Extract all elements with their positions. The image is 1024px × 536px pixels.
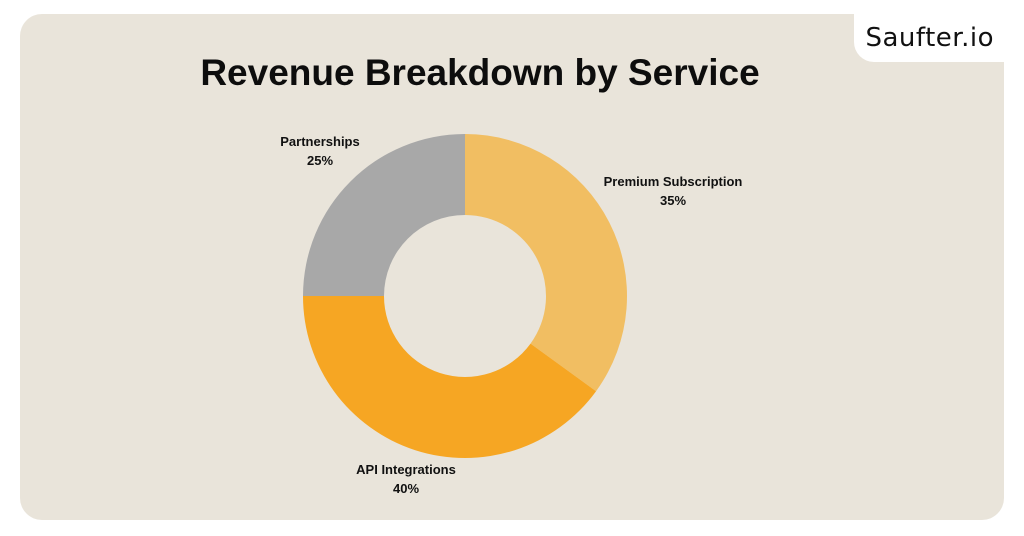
logo-tab: Saufter.io [854,14,1004,62]
slice-value-label: 35% [660,193,686,208]
slice-api-integrations [303,296,597,458]
slice-partnerships [303,134,465,296]
donut-slices [303,134,627,458]
slice-category-label: Partnerships [280,134,359,149]
slice-category-label: Premium Subscription [604,174,743,189]
chart-title: Revenue Breakdown by Service [200,52,760,93]
slice-value-label: 25% [307,153,333,168]
slice-value-label: 40% [393,481,419,496]
slice-premium-subscription [465,134,627,392]
slice-labels: Premium Subscription 35% API Integrations 4… [280,134,742,496]
brand-logo: Saufter.io [865,23,994,53]
slice-category-label: API Integrations [356,462,456,477]
